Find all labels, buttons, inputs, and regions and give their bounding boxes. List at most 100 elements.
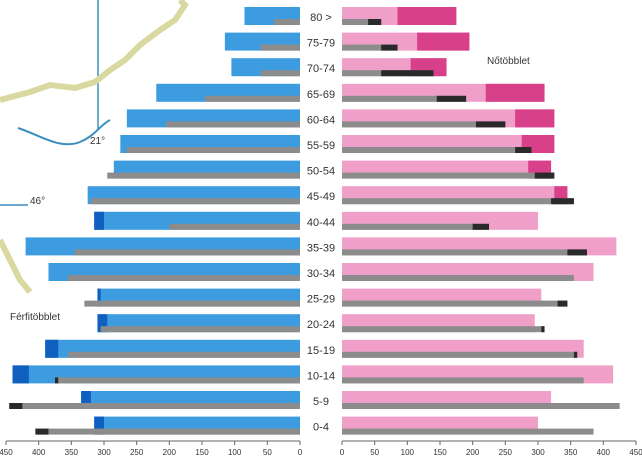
axis-tick-label: 50 [263, 448, 272, 457]
axis-tick-label: 250 [499, 448, 513, 457]
female-secondary-excess-bar [551, 198, 574, 205]
map-background: 21° 46° [0, 0, 189, 294]
female-secondary-bar [342, 249, 587, 256]
male-excess-bar [12, 365, 29, 384]
female-secondary-bar [342, 403, 620, 409]
map-road-line [17, 119, 111, 146]
female-secondary-bar [342, 428, 594, 435]
axis-tick-label: 450 [629, 448, 642, 457]
age-group-label: 80 > [310, 12, 332, 24]
axis-tick-label: 400 [32, 448, 46, 457]
female-secondary-bar [342, 19, 382, 25]
left-axis: 0 50 100 150 200 250 300 350 400 450 [0, 440, 303, 457]
age-group-label: 20-24 [307, 319, 335, 331]
female-secondary-excess-bar [567, 249, 587, 256]
male-secondary-bar [55, 377, 300, 384]
age-group-label: 25-29 [307, 294, 335, 306]
male-secondary-excess-bar [35, 428, 49, 435]
age-group-label: 55-59 [307, 140, 335, 152]
axis-tick-label: 0 [340, 448, 345, 457]
male-excess-bar [97, 314, 108, 333]
age-group-label: 0-4 [313, 422, 329, 434]
female-excess-label: Nőtöbblet [487, 56, 530, 67]
male-excess-bar [94, 416, 104, 435]
female-secondary-excess-bar [381, 44, 398, 51]
axis-tick-label: 150 [433, 448, 447, 457]
axis-tick-label: 100 [228, 448, 242, 457]
axis-tick-label: 350 [564, 448, 578, 457]
male-secondary-bar [68, 351, 300, 358]
female-secondary-excess-bar [381, 70, 434, 77]
male-secondary-excess-bar [9, 403, 23, 409]
female-bars [342, 7, 620, 435]
male-secondary-bar [166, 121, 300, 128]
map-label-46: 46° [30, 196, 45, 207]
male-secondary-bar [260, 70, 300, 77]
male-excess-label: Férfitöbblet [10, 312, 60, 323]
female-secondary-excess-bar [436, 95, 467, 102]
female-secondary-excess-bar [368, 19, 382, 25]
female-secondary-bar [342, 198, 574, 205]
age-group-label: 75-79 [307, 38, 335, 50]
female-secondary-bar [342, 95, 467, 102]
female-secondary-excess-bar [541, 326, 545, 333]
axis-tick-label: 450 [0, 448, 13, 457]
female-excess-bar [397, 7, 457, 25]
male-secondary-bar [260, 44, 300, 51]
axis-tick-label: 350 [65, 448, 79, 457]
female-secondary-bar [342, 377, 584, 384]
female-secondary-bar [342, 351, 578, 358]
female-secondary-bar [342, 223, 489, 230]
female-secondary-bar [342, 300, 568, 307]
male-secondary-bar [126, 147, 300, 153]
male-excess-bar [94, 211, 104, 230]
age-group-label: 35-39 [307, 242, 335, 254]
axis-tick-label: 400 [597, 448, 611, 457]
female-secondary-excess-bar [573, 351, 578, 358]
male-secondary-bar [74, 249, 300, 256]
male-secondary-bar [68, 275, 300, 281]
map-border-line [0, 0, 189, 103]
axis-tick-label: 300 [531, 448, 545, 457]
map-label-21: 21° [90, 136, 105, 147]
female-secondary-bar [342, 172, 555, 179]
female-secondary-excess-bar [515, 147, 532, 153]
female-secondary-excess-bar [475, 121, 506, 128]
male-secondary-excess-bar [55, 377, 59, 384]
male-secondary-bar [90, 198, 300, 205]
male-secondary-bar [9, 403, 301, 409]
axis-tick-label: 100 [401, 448, 415, 457]
age-group-label: 45-49 [307, 191, 335, 203]
age-group-label: 15-19 [307, 345, 335, 357]
male-excess-bar [97, 288, 101, 307]
female-secondary-bar [342, 44, 398, 51]
female-secondary-bar [342, 326, 545, 333]
male-bars [9, 7, 301, 435]
female-excess-bar [485, 83, 545, 102]
age-group-label: 70-74 [307, 63, 335, 75]
age-group-label: 65-69 [307, 89, 335, 101]
male-secondary-bar [35, 428, 301, 435]
female-secondary-bar [342, 121, 506, 128]
axis-tick-label: 300 [97, 448, 111, 457]
map-border-line-left [0, 238, 33, 294]
age-labels: 0-4 5-9 10-14 15-19 20-24 25-29 30-34 35-39 40-4… [307, 12, 335, 434]
male-secondary-bar [84, 300, 301, 307]
axis-tick-label: 0 [298, 448, 303, 457]
axis-tick-label: 50 [370, 448, 379, 457]
female-excess-bar [417, 32, 470, 51]
female-secondary-bar [342, 147, 532, 153]
age-group-label: 5-9 [313, 396, 329, 408]
right-axis: 0 50 100 150 200 250 300 350 400 450 [340, 440, 642, 457]
male-secondary-bar [169, 223, 300, 230]
axis-tick-label: 250 [130, 448, 144, 457]
male-secondary-bar [273, 19, 300, 25]
age-group-label: 40-44 [307, 217, 335, 229]
male-secondary-bar [107, 172, 301, 179]
male-excess-bar [45, 339, 59, 358]
age-group-label: 60-64 [307, 114, 335, 126]
age-group-label: 30-34 [307, 268, 335, 280]
male-secondary-bar [205, 95, 300, 102]
female-secondary-bar [342, 275, 574, 281]
